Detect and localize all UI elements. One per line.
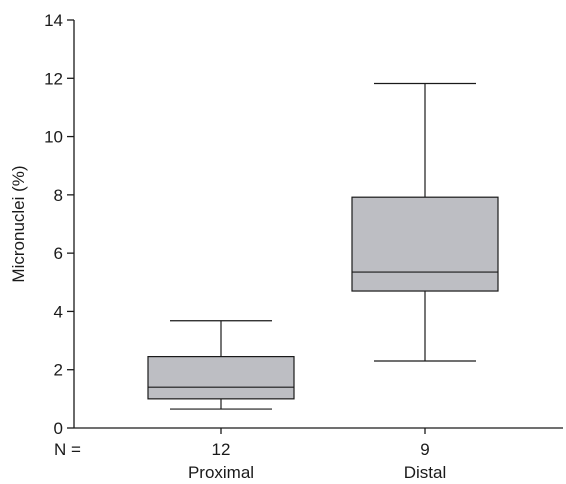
y-tick-label: 14 [44, 11, 63, 30]
box-group-proximal [147, 320, 295, 410]
y-tick-label: 8 [54, 186, 63, 205]
n-prefix-label: N = [54, 440, 81, 459]
n-count-label: 12 [212, 440, 231, 459]
category-label: Proximal [188, 463, 254, 482]
n-count-label: 9 [420, 440, 429, 459]
box-group-distal [351, 82, 499, 362]
iqr-box [147, 356, 295, 400]
y-tick-label: 0 [54, 419, 63, 438]
y-tick-label: 10 [44, 128, 63, 147]
y-tick-label: 2 [54, 361, 63, 380]
box-plot-series [147, 82, 499, 410]
x-axis-labels: 12 Proximal 9 Distal [188, 428, 446, 482]
category-label: Distal [404, 463, 447, 482]
y-tick-label: 12 [44, 69, 63, 88]
y-axis-ticks: 0 2 4 6 8 10 12 14 [44, 11, 74, 438]
y-axis-title: Micronuclei (%) [9, 165, 28, 282]
y-tick-label: 4 [54, 302, 63, 321]
iqr-box [351, 196, 499, 292]
y-tick-label: 6 [54, 244, 63, 263]
